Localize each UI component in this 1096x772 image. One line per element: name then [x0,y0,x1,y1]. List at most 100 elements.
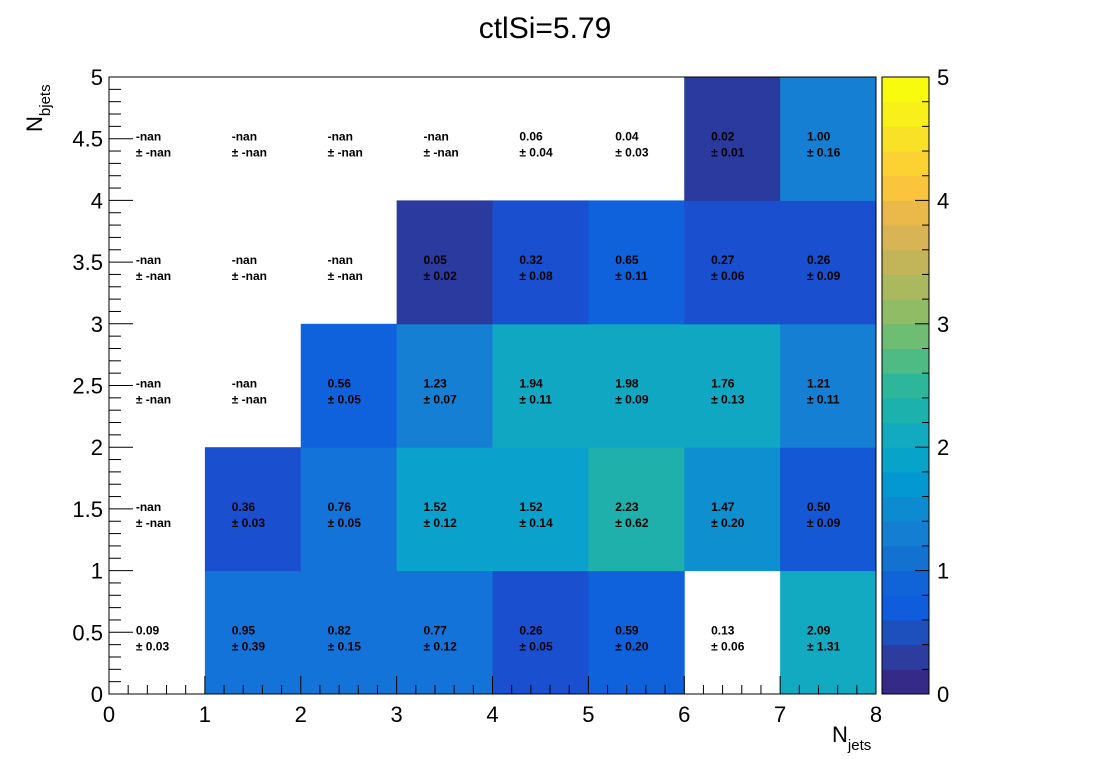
cell-error-3-2: ± 0.07 [423,393,457,407]
cell-value-4-1: 1.52 [519,500,543,514]
heatmap-cell-7-3 [780,200,877,325]
palette-axis: 0 1 2 3 4 5 [915,65,949,707]
x-tick-label-7: 7 [774,702,786,727]
cell-value-6-4: 0.02 [711,130,735,144]
cell-error-2-2: ± 0.05 [328,393,362,407]
y-tick-label-8: 4 [91,188,103,213]
x-tick-label-5: 5 [582,702,594,727]
heatmap-cell-1-0 [204,570,302,695]
cell-error-0-4: ± -nan [136,146,171,160]
cell-value-7-2: 1.21 [807,377,831,391]
cell-value-4-4: 0.06 [519,130,543,144]
palette-band-17 [882,249,929,275]
cell-error-1-2: ± -nan [232,393,267,407]
heatmap-cell-6-4 [684,77,781,201]
palette-band-15 [882,299,929,325]
z-tick-label-2: 2 [937,435,949,460]
cell-value-5-3: 0.65 [615,253,639,267]
palette-band-16 [882,274,929,300]
cell-error-3-0: ± 0.12 [423,639,457,653]
cell-error-1-3: ± -nan [232,269,267,283]
cell-error-2-4: ± -nan [328,146,363,160]
cell-error-7-2: ± 0.11 [807,393,840,407]
y-tick-label-1: 0.5 [72,620,103,645]
cell-error-1-1: ± 0.03 [232,516,266,530]
cell-error-7-1: ± 0.09 [807,516,841,530]
heatmap-cell-2-1 [300,447,398,572]
cell-value-1-4: -nan [232,130,257,144]
cell-value-0-2: -nan [136,377,161,391]
x-axis-label-main: N [832,722,848,747]
y-tick-label-7: 3.5 [72,250,103,275]
cell-error-2-3: ± -nan [328,269,363,283]
cell-value-4-0: 0.26 [519,623,543,637]
cell-error-0-1: ± -nan [136,516,171,530]
y-tick-label-10: 5 [91,65,103,90]
palette-band-9 [882,447,929,473]
palette-band-12 [882,373,929,399]
palette-band-3 [882,595,929,621]
palette-band-18 [882,225,929,251]
cell-value-1-2: -nan [232,377,257,391]
heatmap-cell-6-3 [684,200,781,325]
cell-value-7-4: 1.00 [807,130,831,144]
cell-value-0-1: -nan [136,500,161,514]
y-axis: 0 0.5 1 1.5 2 2.5 3 3.5 4 4.5 5 [72,65,133,707]
heatmap-cell-5-3 [588,200,685,325]
cell-error-7-3: ± 0.09 [807,269,841,283]
heatmap-cell-1-1 [204,447,302,572]
heatmap-cell-2-0 [300,570,398,695]
x-tick-label-1: 1 [199,702,211,727]
cell-error-0-0: ± 0.03 [136,639,170,653]
heatmap-cell-7-4 [780,77,877,201]
heatmap-cell-3-2 [396,323,493,448]
z-tick-label-3: 3 [937,312,949,337]
y-tick-label-0: 0 [91,682,103,707]
heatmap-cell-3-0 [396,570,493,695]
cell-error-1-4: ± -nan [232,146,267,160]
y-tick-label-6: 3 [91,312,103,337]
cell-error-4-4: ± 0.04 [519,146,553,160]
cell-value-6-1: 1.47 [711,500,735,514]
cells-layer [204,77,877,695]
cell-value-6-3: 0.27 [711,253,735,267]
cell-value-2-4: -nan [328,130,353,144]
palette-band-6 [882,521,929,547]
cell-error-6-0: ± 0.06 [711,639,745,653]
y-axis-label-sub: bjets [37,84,54,116]
cell-error-4-0: ± 0.05 [519,639,553,653]
palette-band-19 [882,200,929,226]
x-tick-label-2: 2 [295,702,307,727]
heatmap-cell-5-0 [588,570,685,695]
cell-value-4-2: 1.94 [519,377,543,391]
cell-value-5-1: 2.23 [615,500,639,514]
cell-error-2-0: ± 0.15 [328,639,362,653]
cell-value-2-2: 0.56 [328,377,352,391]
x-tick-label-6: 6 [678,702,690,727]
palette-frame [881,76,930,695]
heatmap-cell-6-1 [684,447,781,572]
heatmap-cell-7-0 [780,570,877,695]
cell-value-6-2: 1.76 [711,377,735,391]
x-tick-label-0: 0 [103,702,115,727]
palette-band-20 [882,175,929,201]
cell-error-5-4: ± 0.03 [615,146,649,160]
palette-band-7 [882,496,929,522]
z-tick-label-1: 1 [937,559,949,584]
palette-band-14 [882,323,929,349]
y-axis-label-main: N [22,116,47,132]
cell-value-3-0: 0.77 [423,623,447,637]
palette-band-11 [882,397,929,424]
heatmap-cell-7-1 [780,447,877,572]
cell-value-0-0: 0.09 [136,623,160,637]
cell-value-6-0: 0.13 [711,623,735,637]
color-palette [881,76,930,695]
cell-error-0-2: ± -nan [136,393,171,407]
cell-error-6-2: ± 0.13 [711,393,745,407]
y-tick-label-4: 2 [91,435,103,460]
cell-value-7-0: 2.09 [807,623,831,637]
cell-value-3-4: -nan [423,130,448,144]
palette-band-24 [882,77,929,103]
x-axis: 0 1 2 3 4 5 6 7 8 [103,676,882,727]
cell-value-5-0: 0.59 [615,623,639,637]
